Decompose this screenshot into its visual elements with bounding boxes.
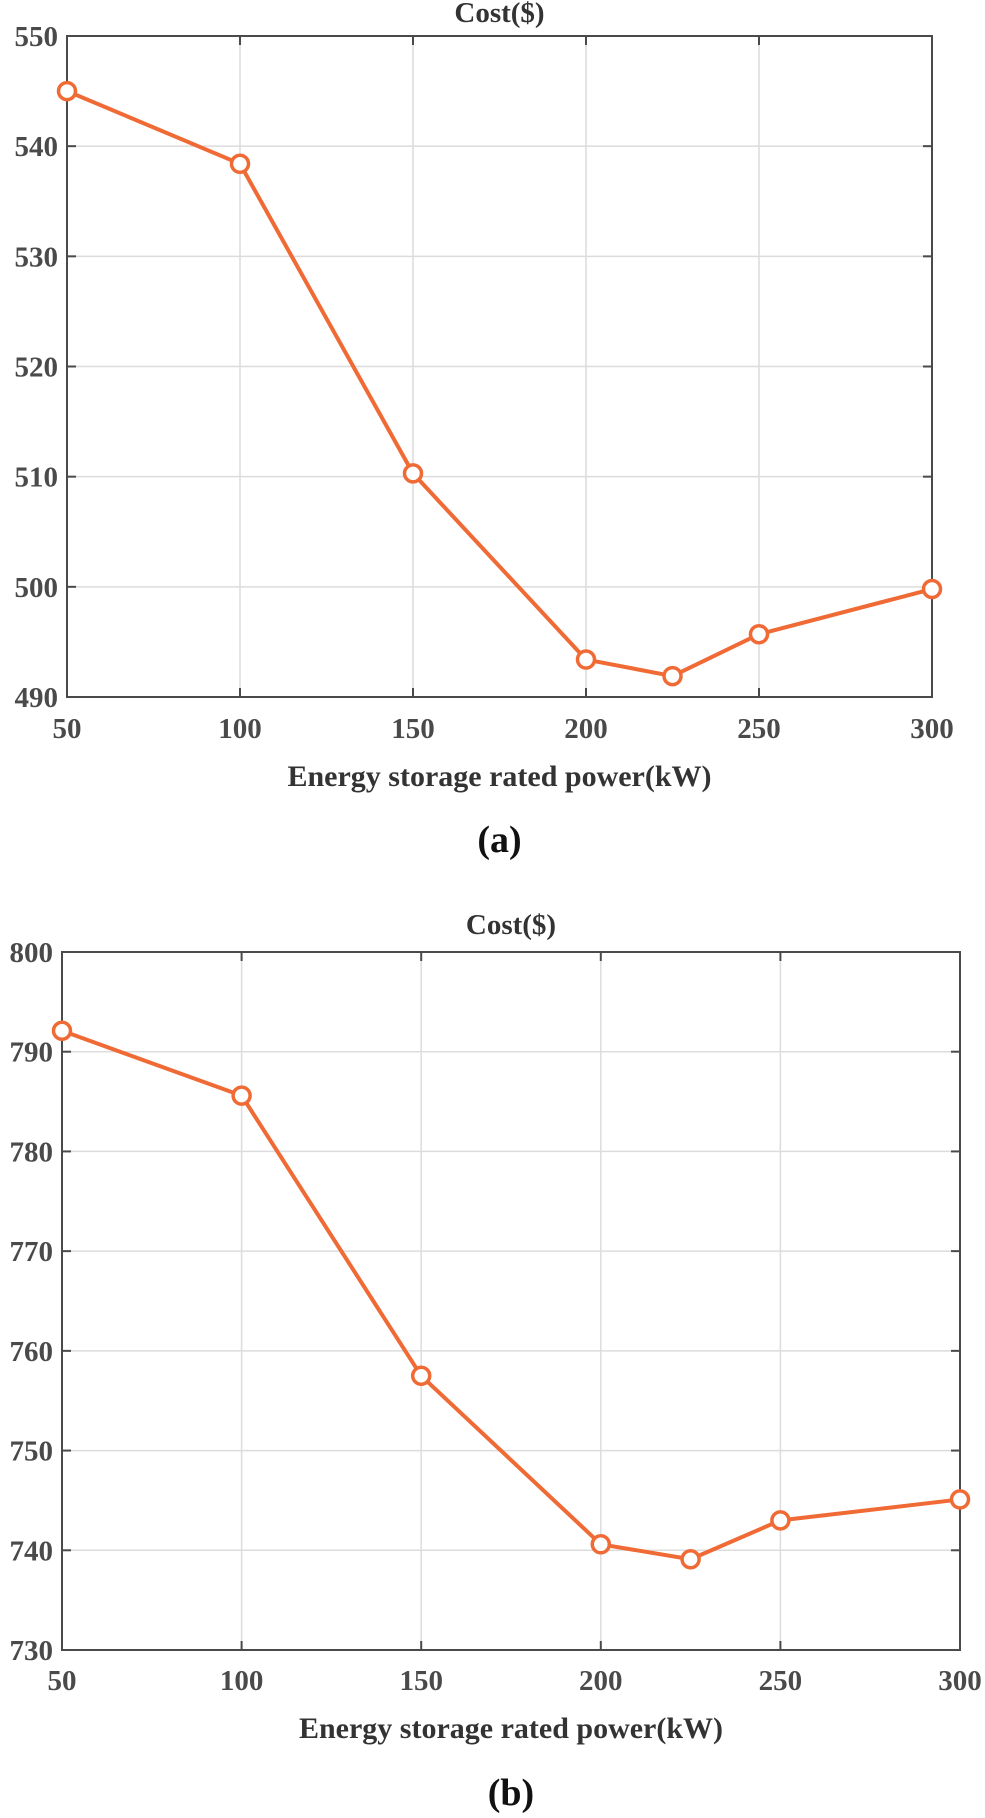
y-tick-label: 500 xyxy=(15,572,59,604)
data-point xyxy=(662,665,683,687)
x-tick-label: 50 xyxy=(53,713,82,745)
y-tick-label: 780 xyxy=(10,1136,54,1168)
x-tick-label: 50 xyxy=(48,1665,77,1697)
chart-title: Cost($) xyxy=(466,909,556,941)
y-tick-label: 760 xyxy=(10,1336,54,1368)
plot-area xyxy=(62,952,960,1650)
y-tick-label: 540 xyxy=(15,131,59,163)
x-tick-label: 100 xyxy=(220,1665,264,1697)
x-tick-label: 250 xyxy=(737,713,781,745)
x-tick-label: 200 xyxy=(564,713,608,745)
y-tick-label: 530 xyxy=(15,241,59,273)
axes-box xyxy=(61,951,961,1651)
data-point xyxy=(229,153,251,175)
x-axis-label: Energy storage rated power(kW) xyxy=(287,760,711,793)
y-tick-label: 750 xyxy=(10,1436,54,1468)
x-tick-label: 300 xyxy=(910,713,954,745)
chart-panel-a: 50 100 150 200 250 300 490 500 510 520 530 540 550 Co… xyxy=(15,0,954,861)
y-tick-label: 520 xyxy=(15,352,59,384)
panel-label: (b) xyxy=(488,1772,534,1814)
y-tick-label: 770 xyxy=(10,1236,54,1268)
data-point xyxy=(231,1085,252,1106)
data-point xyxy=(770,1510,791,1531)
y-tick-label: 550 xyxy=(15,21,59,53)
chart-title: Cost($) xyxy=(454,0,544,29)
data-point xyxy=(590,1534,612,1555)
chart-panel-b: 50 100 150 200 250 300 730 740 750 760 770 780 790 80… xyxy=(10,909,982,1814)
x-tick-label: 250 xyxy=(759,1665,803,1697)
data-point xyxy=(680,1549,701,1570)
y-tick-label: 800 xyxy=(10,937,54,969)
data-point xyxy=(51,1020,73,1042)
y-tick-label: 730 xyxy=(10,1635,54,1667)
data-point xyxy=(748,623,770,645)
y-tick-label: 510 xyxy=(15,462,59,494)
y-tick-label: 740 xyxy=(10,1535,54,1567)
data-point xyxy=(949,1489,971,1510)
panel-label: (a) xyxy=(477,819,521,861)
x-tick-label: 150 xyxy=(391,713,435,745)
y-tick-label: 790 xyxy=(10,1037,54,1069)
x-tick-label: 150 xyxy=(399,1665,443,1697)
data-point xyxy=(410,1365,432,1387)
y-tick-label: 490 xyxy=(15,682,59,714)
data-point xyxy=(575,649,597,670)
x-tick-label: 300 xyxy=(938,1665,982,1697)
x-tick-label: 200 xyxy=(579,1665,623,1697)
x-tick-label: 100 xyxy=(218,713,262,745)
data-point xyxy=(402,463,424,484)
data-point xyxy=(56,80,78,102)
data-point xyxy=(921,578,943,600)
x-axis-label: Energy storage rated power(kW) xyxy=(299,1712,723,1745)
